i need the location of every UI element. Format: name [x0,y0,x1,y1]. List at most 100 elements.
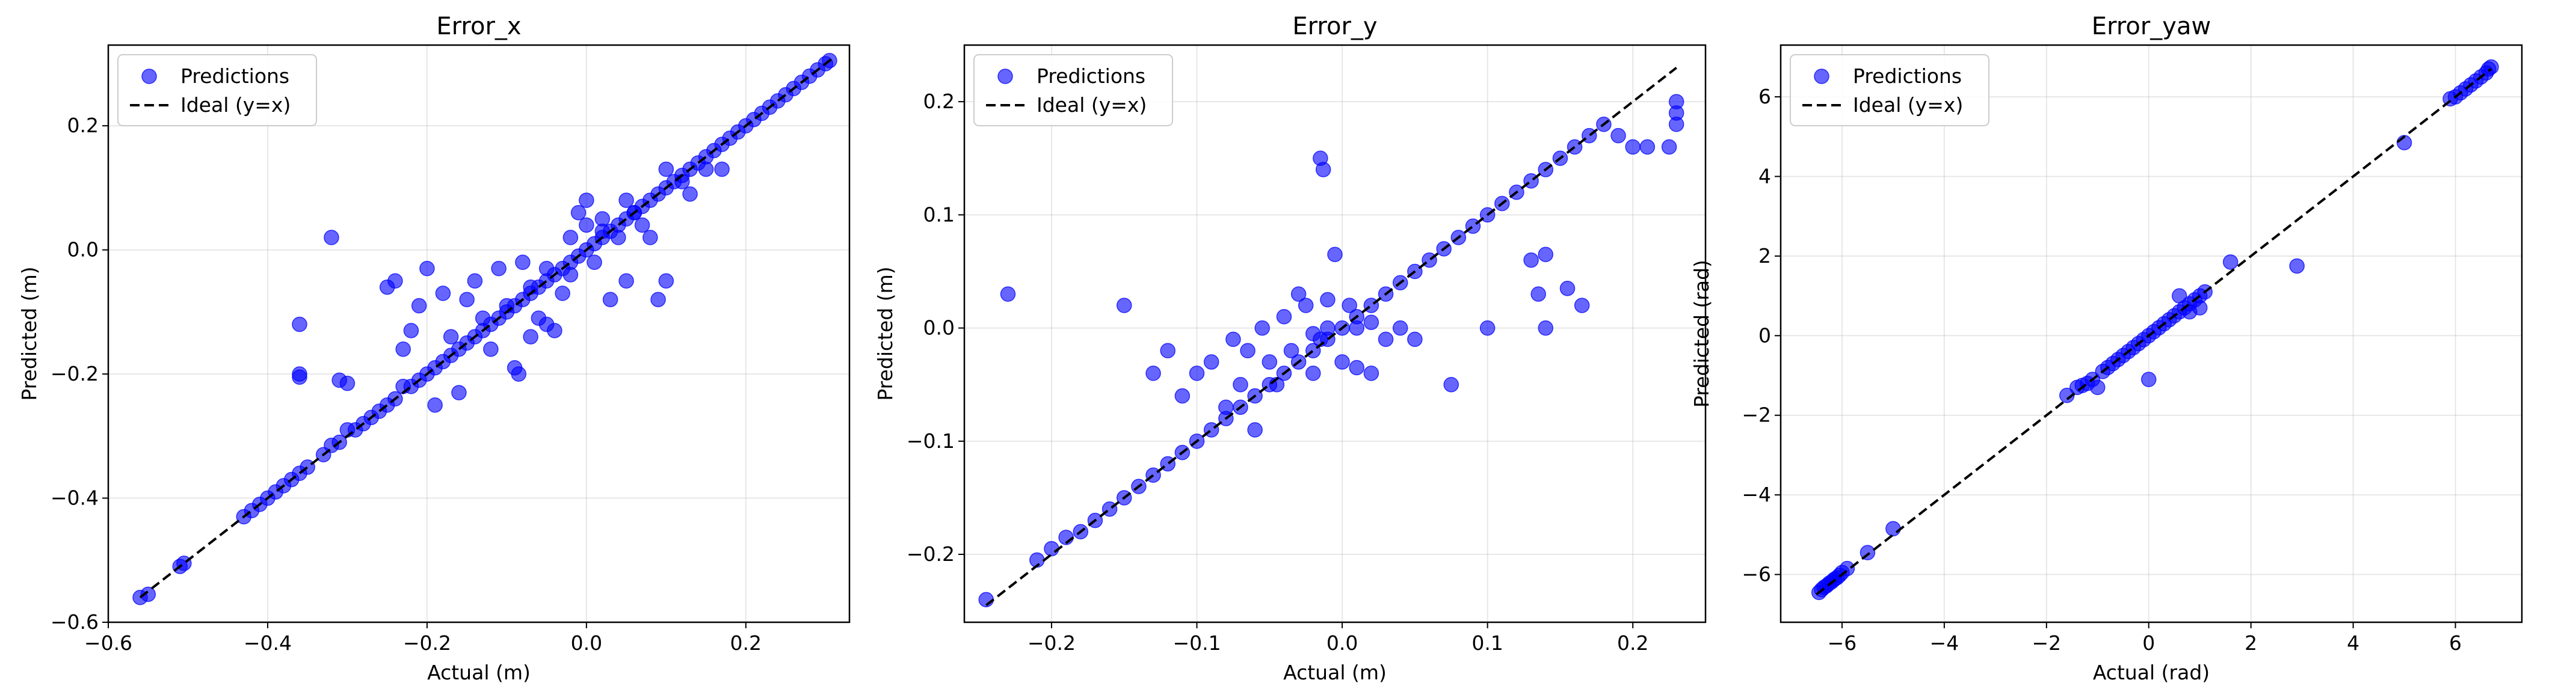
data-point [658,273,674,289]
x-tick-label: 4 [2347,631,2359,655]
data-point [491,260,507,277]
axes-frame [107,44,851,623]
x-tick-label: −0.6 [84,631,132,655]
data-point [1044,540,1059,557]
chart-title: Error_y [1292,13,1377,40]
data-point [1320,320,1336,336]
y-tick-label: −0.2 [907,542,955,566]
data-point [594,211,611,227]
x-axis-label: Actual (m) [427,661,531,684]
data-point [339,375,356,391]
legend-box [1790,54,1989,126]
ideal-line [985,67,1677,607]
y-tick-label: −0.2 [51,362,99,385]
data-point [451,385,467,400]
y-tick-label: 4 [1758,164,1771,188]
y-tick-label: 2 [1758,244,1771,268]
data-point [658,161,674,177]
data-point [1262,354,1278,370]
data-point [2171,288,2187,304]
x-tick-label: −0.2 [403,631,451,655]
data-point [292,316,307,332]
y-tick-label: 0.0 [67,238,99,262]
data-point [292,369,307,385]
legend-label-predictions: Predictions [180,64,289,88]
legend-label-ideal: Ideal (y=x) [1037,93,1147,117]
data-point [515,254,531,271]
data-point [140,586,156,602]
data-point [1443,376,1459,393]
data-point [2090,379,2106,396]
data-point [2059,387,2075,403]
data-point [324,230,339,245]
data-point [2192,300,2208,316]
data-point [1203,354,1219,370]
legend-label-ideal: Ideal (y=x) [1853,93,1963,117]
data-point [579,217,594,233]
legend: Predictions Ideal (y=x) [117,54,317,126]
legend-marker-predictions [141,69,157,84]
legend: Predictions Ideal (y=x) [1790,54,1989,126]
y-tick-label: −4 [1742,483,1771,506]
data-point [714,161,730,177]
data-point [570,204,587,221]
data-point [1479,320,1496,336]
data-point [511,366,526,382]
data-point [1349,320,1364,336]
ideal-line [1816,68,2492,596]
data-point [2222,254,2239,270]
data-point [562,230,579,245]
ideal-line [139,57,834,599]
data-point [1240,343,1256,358]
data-point [555,286,570,301]
data-point [1174,388,1191,404]
x-tick-label: −2 [2032,631,2061,655]
data-point [1283,343,1299,358]
x-tick-label: 0.0 [1327,631,1358,655]
data-point [618,273,634,289]
data-point [1538,320,1554,336]
y-tick-label: 0.2 [67,114,99,137]
data-point [1116,298,1132,313]
x-tick-label: 6 [2449,631,2462,655]
data-point [1661,139,1677,155]
data-point [1625,139,1641,155]
data-point [2141,372,2157,387]
data-point [411,298,427,314]
y-tick-label: 0.0 [923,316,955,340]
x-axis-label: Actual (m) [1283,661,1387,684]
x-tick-label: 0 [2142,631,2155,655]
legend-marker-predictions [997,69,1013,84]
data-point [1247,422,1263,438]
x-tick-label: 0.0 [571,631,602,655]
data-point [1160,343,1176,358]
data-point [1320,292,1336,308]
data-point [419,260,435,277]
y-tick-label: 6 [1758,85,1771,108]
data-point [1189,366,1205,381]
data-point [587,254,602,271]
y-axis-label: Predicted (m) [17,266,41,400]
x-axis-label: Actual (rad) [2093,661,2210,684]
y-tick-label: 0 [1758,323,1771,347]
data-point [1327,246,1343,262]
data-point [2483,59,2499,75]
data-point [1225,331,1241,348]
data-point [602,292,618,307]
data-point [1298,298,1314,313]
data-point [1610,127,1626,144]
data-point [2289,258,2305,274]
data-point [1530,286,1546,302]
data-point [538,260,555,277]
data-point [1342,298,1357,313]
legend-marker-predictions [1814,69,1829,84]
data-point [1559,280,1576,296]
legend-label-predictions: Predictions [1037,64,1145,88]
data-point [459,292,475,307]
data-point [1233,376,1248,393]
y-tick-label: −2 [1742,403,1771,427]
axes-frame [1779,44,2523,623]
data-point [1218,399,1234,415]
data-point [1363,314,1379,330]
